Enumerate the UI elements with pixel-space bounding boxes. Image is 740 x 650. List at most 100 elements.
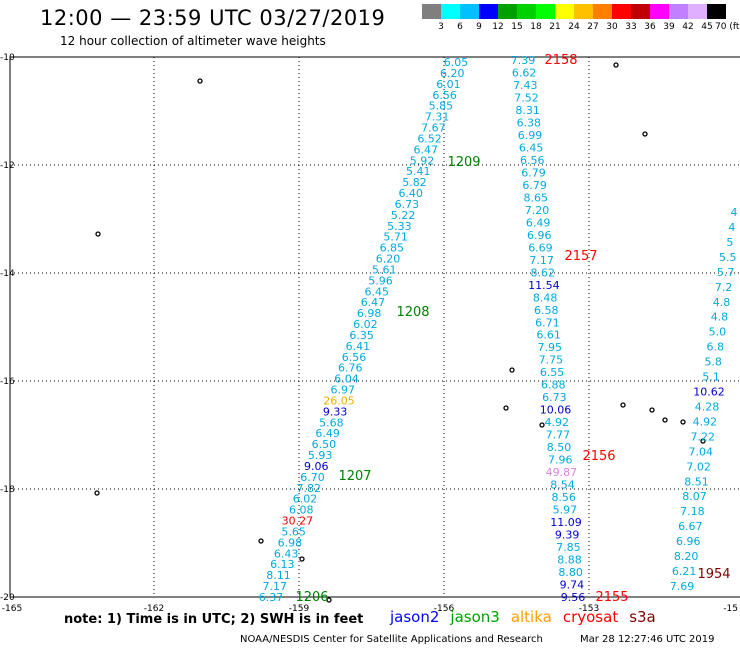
pass-time-label: 1209 — [447, 155, 480, 170]
wave-height-label: 6.49 — [526, 216, 551, 229]
color-swatch — [707, 4, 726, 19]
y-tick-label: -16 — [0, 377, 15, 387]
color-swatch — [479, 4, 498, 19]
color-swatch — [422, 4, 441, 19]
wave-height-label: 5.8 — [704, 356, 722, 369]
pass-time-label: 2158 — [544, 53, 577, 68]
wave-height-label: 6.71 — [535, 316, 560, 329]
color-swatch — [593, 4, 612, 19]
wave-height-label: 6.88 — [541, 379, 566, 392]
wave-height-label: 6.76 — [338, 362, 363, 375]
wave-height-label: 9.06 — [304, 460, 329, 473]
wave-height-label: 6.52 — [417, 132, 442, 145]
wave-height-label: 4.92 — [544, 416, 569, 429]
wave-height-label: 4 — [731, 206, 738, 219]
chart-title: 12:00 — 23:59 UTC 03/27/2019 — [40, 6, 386, 30]
color-swatch — [669, 4, 688, 19]
color-swatch — [517, 4, 536, 19]
wave-height-label: 9.74 — [560, 579, 585, 592]
wave-height-label: 5 — [726, 236, 733, 249]
island-outline — [620, 402, 626, 408]
wave-height-label: 5.71 — [383, 231, 408, 244]
color-scale-label: 36 — [644, 22, 656, 32]
wave-height-label: 7.75 — [539, 354, 564, 367]
y-tick-label: -20 — [0, 593, 15, 603]
wave-height-label: 9.33 — [323, 405, 348, 418]
wave-height-label: 4.8 — [713, 296, 731, 309]
wave-height-label: 8.51 — [684, 475, 709, 488]
wave-height-label: 6.08 — [289, 504, 314, 517]
wave-height-label: 9.39 — [555, 529, 580, 542]
color-scale-label: 45 — [701, 22, 713, 32]
wave-height-label: 6.20 — [440, 67, 465, 80]
color-scale-label: 6 — [457, 22, 463, 32]
wave-height-label: 6.69 — [528, 241, 553, 254]
wave-height-label: 5.92 — [410, 154, 435, 167]
wave-height-label: 6.20 — [376, 253, 401, 266]
wave-height-label: 5.65 — [281, 525, 306, 538]
legend-s3a: s3a — [629, 608, 656, 626]
wave-height-label: 10.62 — [693, 386, 725, 399]
wave-height-label: 6.45 — [364, 285, 389, 298]
wave-height-label: 6.67 — [678, 520, 703, 533]
island-outline — [662, 417, 668, 423]
wave-height-label: 6.99 — [518, 129, 543, 142]
island-outline — [680, 419, 686, 425]
wave-height-label: 6.41 — [346, 340, 371, 353]
legend-altika: altika — [510, 608, 552, 626]
wave-height-label: 5.7 — [717, 266, 735, 279]
wave-height-label: 5.82 — [402, 176, 427, 189]
wave-height-label: 7.18 — [680, 505, 705, 518]
wave-height-label: 6.47 — [414, 143, 439, 156]
island-outline — [613, 62, 619, 68]
wave-height-label: 7.02 — [686, 460, 711, 473]
wave-height-label: 6.96 — [676, 535, 701, 548]
y-tick-label: -10 — [0, 53, 15, 63]
color-scale-label: 12 — [492, 22, 504, 32]
pass-time-label: 2155 — [595, 590, 628, 605]
legend-cryosat: cryosat — [562, 608, 619, 626]
color-scale-label: 21 — [549, 22, 561, 32]
wave-height-label: 6.45 — [519, 141, 544, 154]
color-scale-label: 9 — [476, 22, 482, 32]
island-outline — [649, 407, 655, 413]
satellite-legend: jason2 jason3 altika cryosat s3a — [390, 608, 667, 626]
wave-height-label: 10.06 — [540, 404, 572, 417]
wave-height-label: 7.95 — [537, 341, 562, 354]
wave-height-label: 6.56 — [432, 89, 457, 102]
wave-height-label: 4.28 — [695, 400, 720, 413]
wave-height-label: 8.07 — [682, 490, 707, 503]
wave-height-label: 6.73 — [395, 198, 420, 211]
color-scale-label: 39 — [663, 22, 675, 32]
color-swatch — [460, 4, 479, 19]
wave-height-label: 8.31 — [515, 104, 540, 117]
wave-height-label: 8.48 — [533, 291, 558, 304]
wave-height-label: 6.47 — [361, 296, 386, 309]
wave-height-label: 8.11 — [266, 569, 291, 582]
wave-height-label: 6.13 — [270, 558, 295, 571]
color-scale-label: 42 — [682, 22, 694, 32]
island-outline — [539, 422, 545, 428]
wave-height-label: 8.50 — [547, 441, 572, 454]
color-scale-label: 30 — [606, 22, 618, 32]
wave-height-label: 49.87 — [546, 466, 578, 479]
color-swatch — [498, 4, 517, 19]
wave-height-label: 6.79 — [522, 179, 547, 192]
units-note: note: 1) Time is in UTC; 2) SWH is in fe… — [64, 612, 364, 627]
wave-height-label: 9.56 — [561, 591, 586, 604]
wave-height-label: 6.58 — [534, 304, 559, 317]
wave-height-label: 8.56 — [551, 491, 576, 504]
wave-height-label: 6.37 — [259, 591, 284, 604]
wave-height-label: 4.8 — [711, 311, 729, 324]
wave-height-label: 7.2 — [715, 281, 733, 294]
color-scale-bar — [422, 4, 726, 19]
wave-height-label: 6.73 — [542, 391, 567, 404]
wave-height-label: 6.04 — [334, 373, 359, 386]
color-swatch — [688, 4, 707, 19]
wave-height-label: 6.98 — [278, 536, 303, 549]
wave-height-label: 7.17 — [263, 580, 288, 593]
wave-height-label: 5.33 — [387, 220, 412, 233]
wave-height-label: 7.04 — [688, 445, 713, 458]
wave-height-label: 6.56 — [520, 154, 545, 167]
wave-height-label: 7.77 — [546, 429, 571, 442]
